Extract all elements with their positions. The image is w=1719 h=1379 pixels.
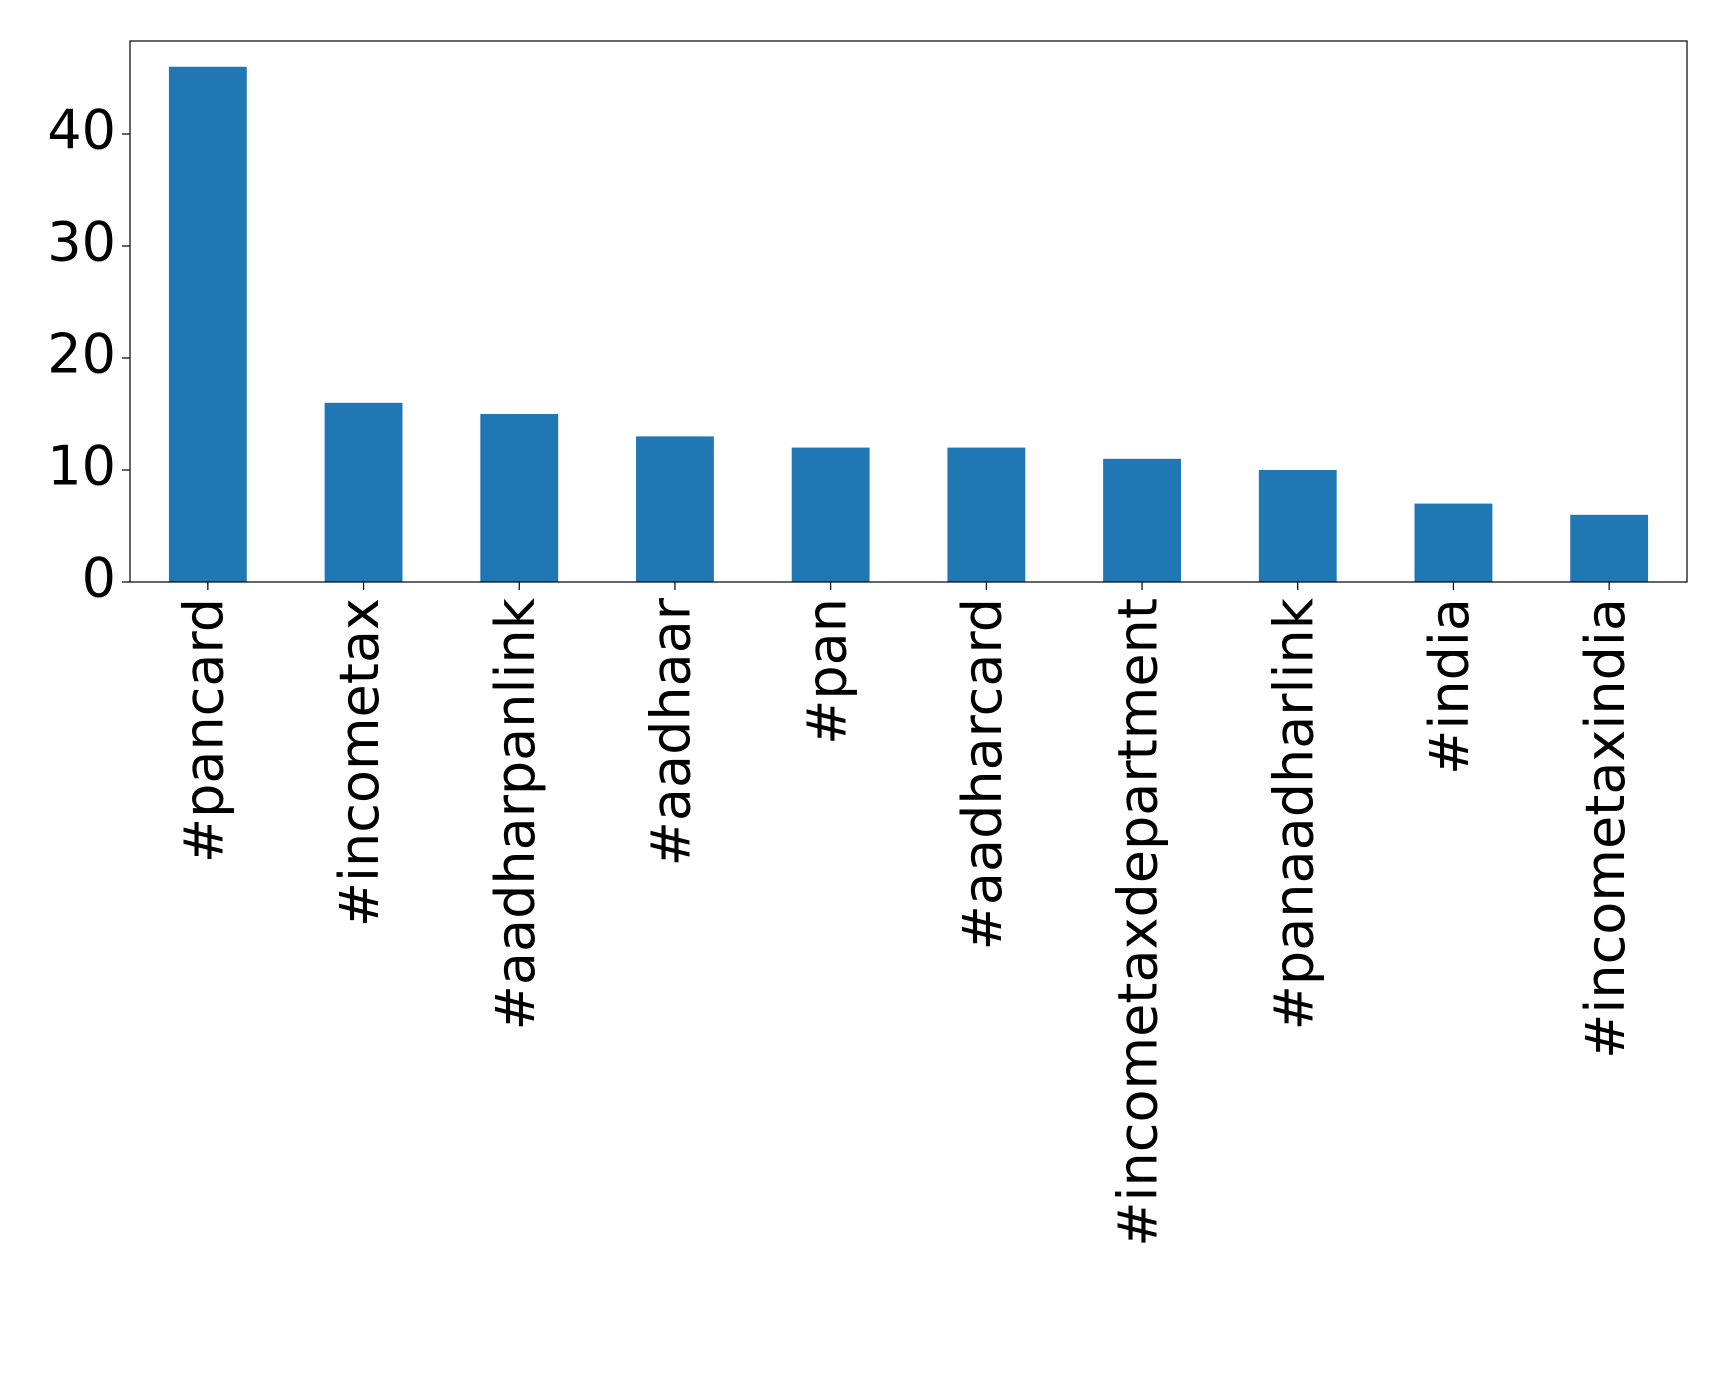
bar <box>324 402 403 582</box>
x-tick-label: #aadharpanlink <box>484 597 547 1030</box>
bar <box>947 447 1026 582</box>
bar <box>1570 514 1649 582</box>
y-tick-label: 30 <box>47 211 116 274</box>
y-tick-label: 40 <box>47 99 116 162</box>
bar <box>1414 503 1493 582</box>
x-tick-label: #aadhaar <box>640 597 703 866</box>
bar <box>480 413 559 582</box>
bar <box>168 66 247 582</box>
bar <box>1103 458 1181 582</box>
x-tick-label: #india <box>1418 598 1481 775</box>
x-tick-label: #incometaxindia <box>1574 598 1637 1059</box>
plot-frame <box>129 40 1688 583</box>
bar <box>636 436 714 582</box>
x-tick-label: #pan <box>795 598 858 745</box>
x-tick-label: #incometaxdepartment <box>1107 598 1170 1247</box>
bar <box>791 447 870 582</box>
x-tick-label: #panaadharlink <box>1262 597 1325 1030</box>
bar <box>1258 469 1337 582</box>
y-tick-label: 10 <box>47 435 116 498</box>
y-tick-label: 0 <box>82 547 116 610</box>
x-tick-label: #aadharcard <box>951 598 1014 950</box>
x-tick-label: #pancard <box>172 598 235 863</box>
x-tick-label: #incometax <box>328 598 391 927</box>
y-tick-label: 20 <box>47 323 116 386</box>
